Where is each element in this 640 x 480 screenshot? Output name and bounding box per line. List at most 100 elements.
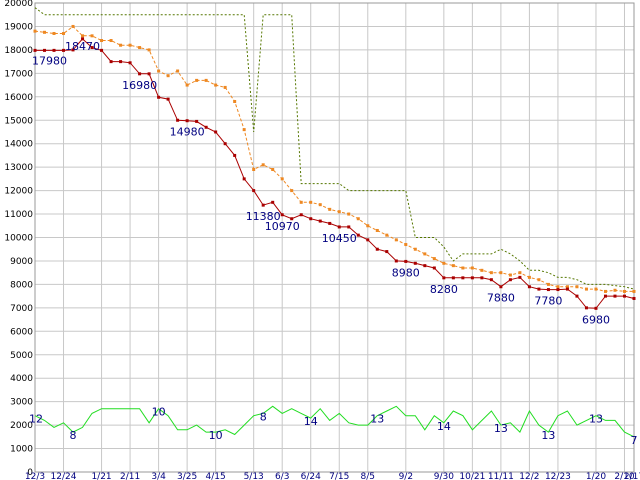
grid-lines: [34, 2, 635, 473]
data-point-min-price: [499, 285, 503, 289]
data-point-avg-price: [290, 189, 294, 193]
data-point-min-price: [81, 37, 85, 41]
data-point-avg-price: [527, 275, 531, 279]
x-tick-label: 4/15: [206, 472, 226, 480]
x-tick-label: 5/13: [244, 472, 264, 480]
data-point-min-price: [480, 276, 484, 280]
data-point-min-price: [432, 266, 436, 270]
data-point-avg-price: [461, 266, 465, 270]
data-point-min-price: [166, 97, 170, 101]
x-tick-label: 12/3: [25, 472, 45, 480]
data-point-avg-price: [299, 200, 303, 204]
data-point-min-price: [328, 221, 332, 225]
data-point-avg-price: [622, 289, 626, 293]
data-point-min-price: [632, 296, 636, 300]
y-tick-label: 8000: [10, 280, 33, 290]
data-point-avg-price: [242, 128, 246, 132]
y-tick-label: 19000: [4, 22, 33, 32]
data-point-avg-price: [33, 29, 37, 33]
data-point-avg-price: [204, 78, 208, 82]
x-tick-label: 3/4: [151, 472, 166, 480]
data-point-min-price: [138, 72, 142, 76]
value-label: 10: [152, 406, 166, 419]
x-tick-label: 9/2: [399, 472, 413, 480]
data-point-avg-price: [309, 200, 313, 204]
data-point-avg-price: [556, 285, 560, 289]
x-tick-label: 9/30: [434, 472, 454, 480]
data-point-avg-price: [233, 99, 237, 103]
series-line-avg-price: [34, 25, 634, 292]
y-axis: 0 1000 2000 3000 4000 5000 6000 7000 8000 9000 100…: [4, 0, 33, 478]
data-point-min-price: [299, 213, 303, 217]
y-tick-label: 14000: [4, 140, 33, 150]
x-tick-label: 6/24: [301, 472, 321, 480]
data-point-min-price: [204, 125, 208, 129]
x-tick-label: 7/15: [329, 472, 349, 480]
data-point-min-price: [461, 276, 465, 280]
value-label: 13: [370, 413, 384, 426]
y-tick-label: 18000: [4, 46, 33, 56]
data-point-min-price: [43, 48, 47, 52]
data-point-avg-price: [71, 24, 75, 28]
y-tick-label: 13000: [4, 163, 33, 173]
data-point-avg-price: [613, 288, 617, 292]
x-axis: 12/3 12/24 1/21 2/11 3/4 3/25 4/15 5/13 6/3 6/24 7…: [25, 472, 640, 480]
data-point-min-price: [385, 250, 389, 254]
data-point-avg-price: [52, 31, 56, 35]
data-point-avg-price: [565, 285, 569, 289]
data-point-min-price: [584, 306, 588, 310]
value-label: 12: [29, 413, 43, 426]
data-point-avg-price: [166, 74, 170, 78]
data-point-min-price: [613, 294, 617, 298]
y-tick-label: 15000: [4, 116, 33, 126]
data-point-avg-price: [252, 167, 256, 171]
data-point-min-price: [375, 247, 379, 251]
data-point-min-price: [546, 288, 550, 292]
data-point-avg-price: [43, 30, 47, 34]
data-point-avg-price: [271, 167, 275, 171]
data-point-avg-price: [119, 43, 123, 47]
data-point-min-price: [157, 95, 161, 99]
data-point-min-price: [603, 294, 607, 298]
data-point-avg-price: [394, 238, 398, 242]
data-point-min-price: [261, 203, 265, 207]
data-point-min-price: [518, 275, 522, 279]
y-tick-label: 2000: [10, 421, 33, 431]
data-point-avg-price: [62, 31, 66, 35]
y-tick-label: 5000: [10, 351, 33, 361]
data-point-avg-price: [413, 247, 417, 251]
data-point-min-price: [242, 177, 246, 181]
x-tick-label: 12/2: [519, 472, 539, 480]
x-tick-label: 12/23: [545, 472, 571, 480]
data-point-avg-price: [632, 289, 636, 293]
value-label: 10970: [265, 220, 300, 233]
data-point-min-price: [565, 287, 569, 291]
data-point-avg-price: [147, 48, 151, 52]
data-point-min-price: [271, 200, 275, 204]
data-point-avg-price: [584, 287, 588, 291]
series-lines: [33, 7, 636, 438]
value-label: 7780: [534, 295, 562, 308]
data-point-avg-price: [138, 46, 142, 50]
data-point-avg-price: [128, 43, 132, 47]
data-point-avg-price: [366, 224, 370, 228]
data-point-min-price: [185, 119, 189, 123]
data-point-min-price: [527, 285, 531, 289]
data-point-avg-price: [318, 203, 322, 207]
data-point-avg-price: [356, 217, 360, 221]
data-point-min-price: [176, 118, 180, 122]
x-tick-label: 2/17: [624, 472, 640, 480]
plot-border: [34, 2, 635, 473]
series-line-shop-count: [34, 405, 635, 438]
y-tick-label: 12000: [4, 187, 33, 197]
value-label: 8280: [430, 283, 458, 296]
value-label: 11380: [246, 210, 281, 223]
data-point-avg-price: [603, 289, 607, 293]
data-point-min-price: [337, 225, 341, 229]
x-tick-label: 12/24: [51, 472, 77, 480]
data-point-avg-price: [328, 207, 332, 211]
y-tick-label: 11000: [4, 210, 33, 220]
x-tick-label: 2/11: [120, 472, 140, 480]
